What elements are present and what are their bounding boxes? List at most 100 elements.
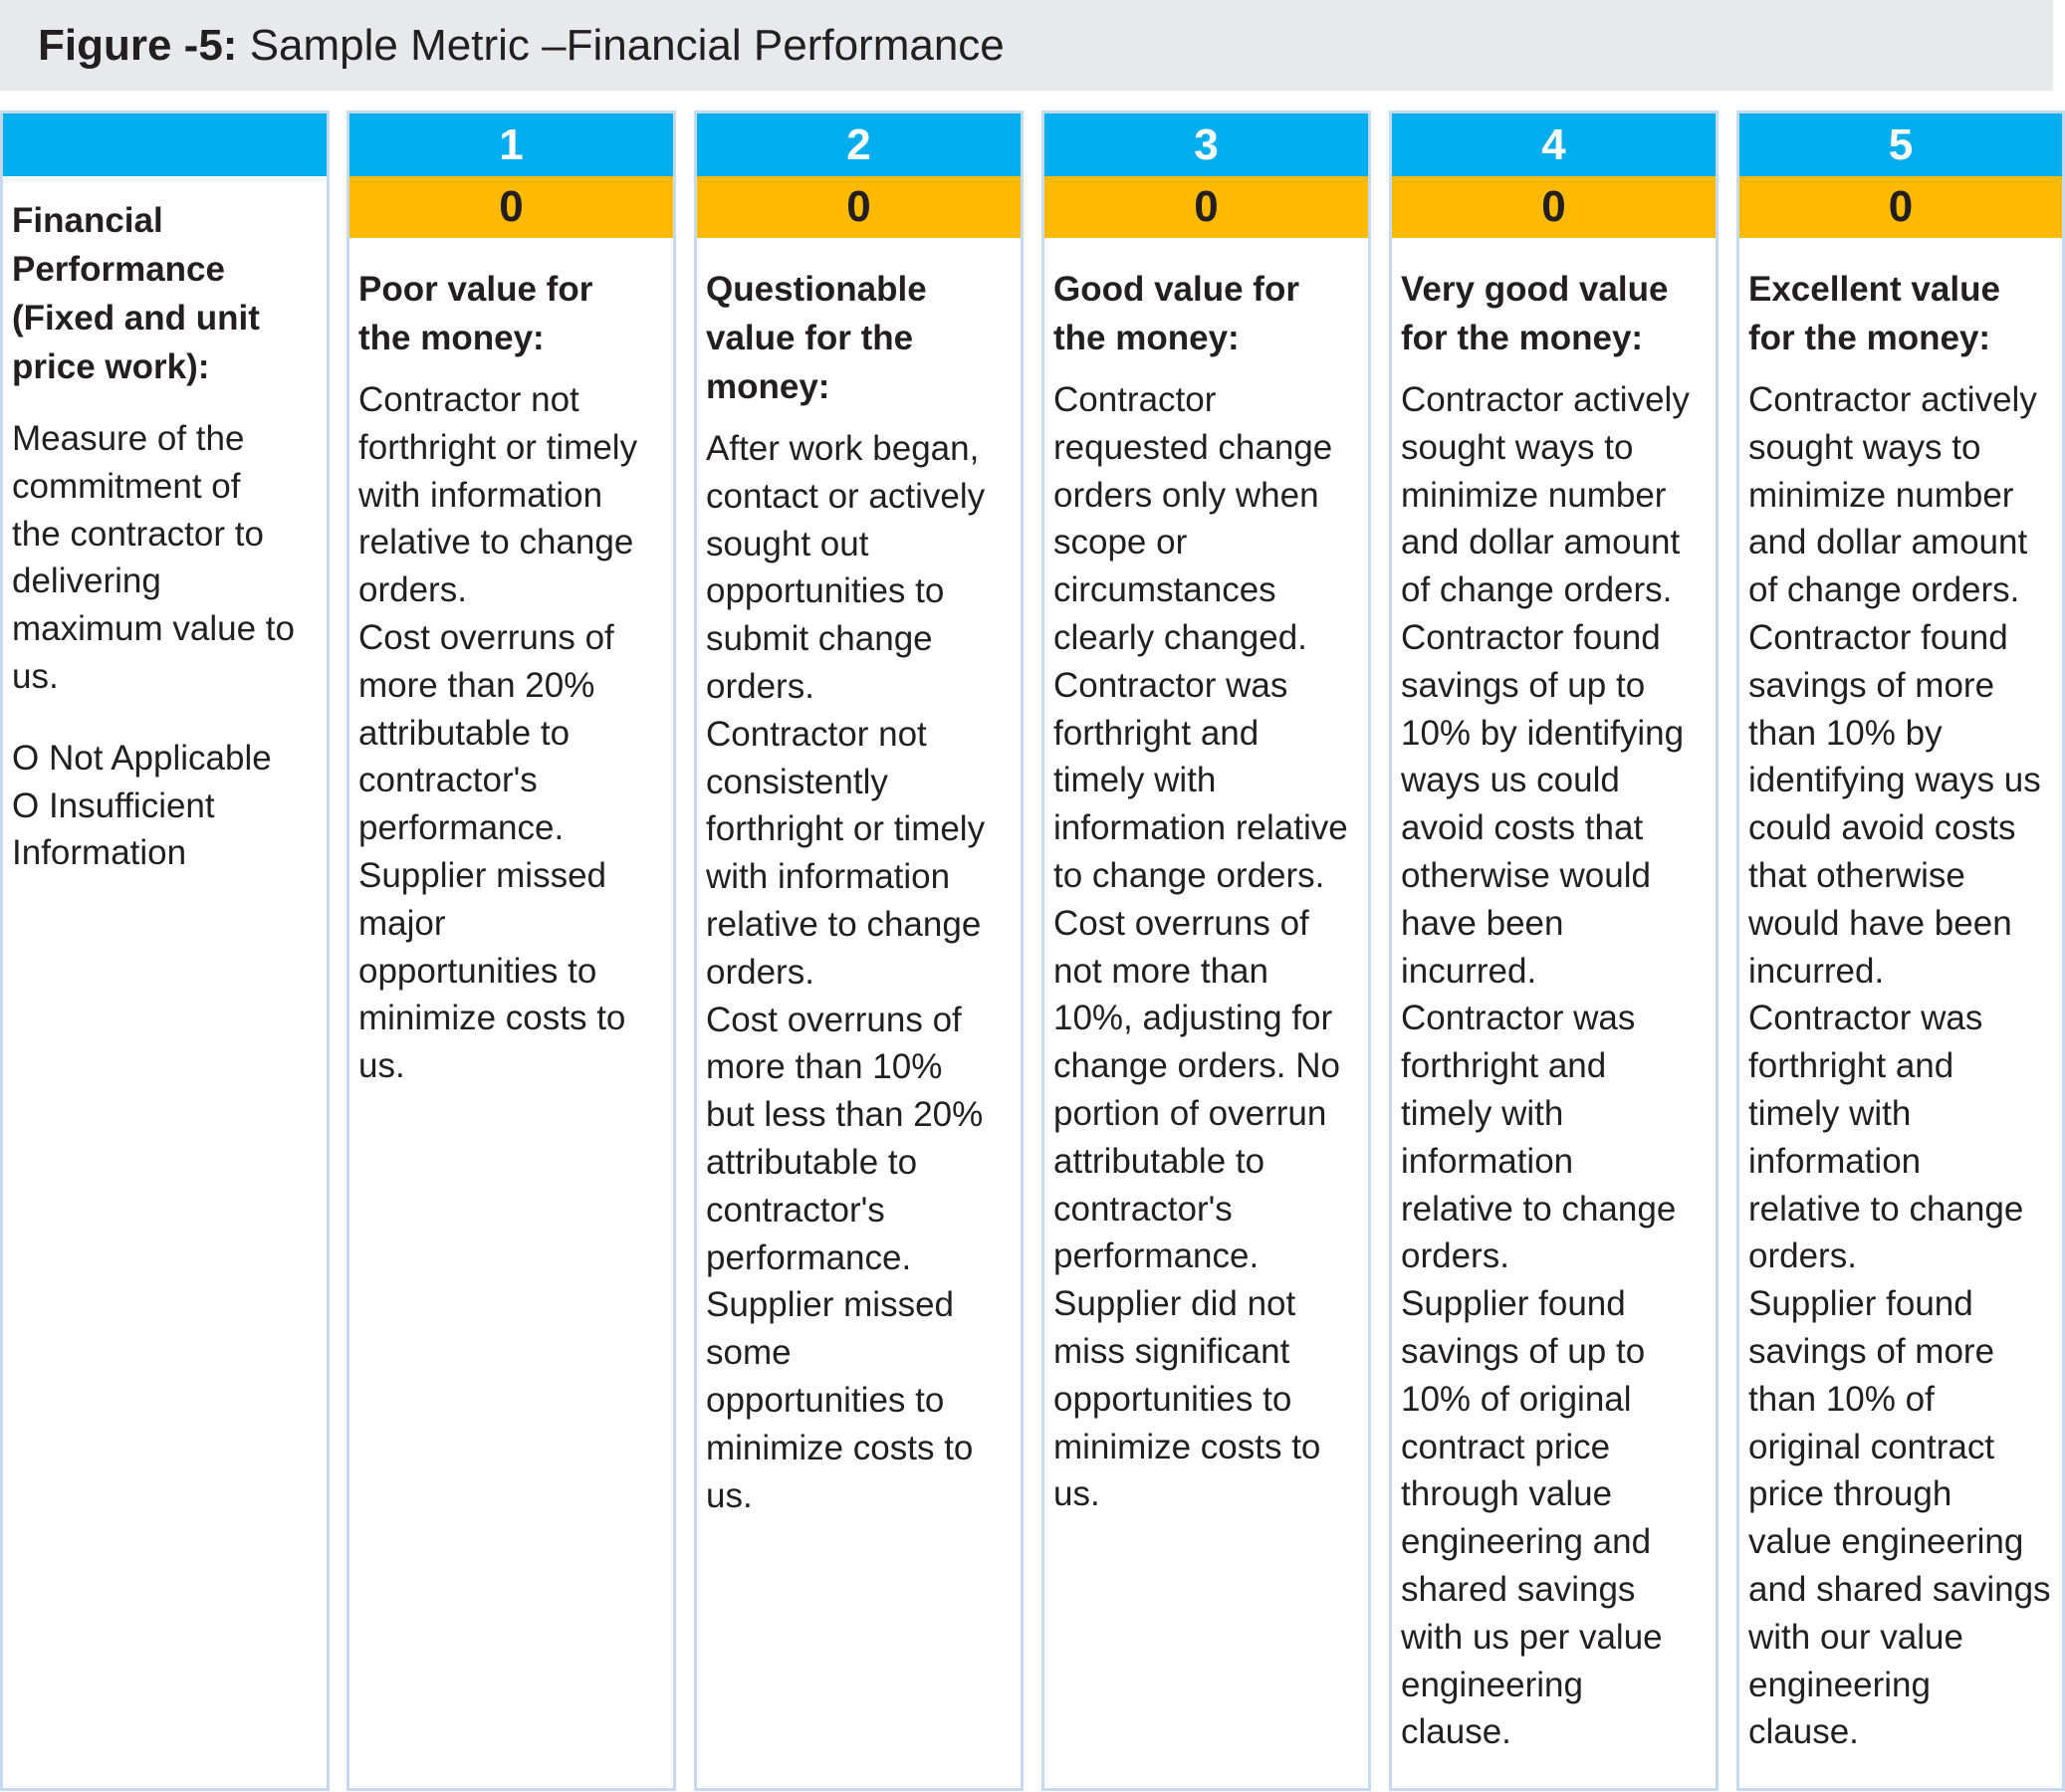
rating-description-line: contractor's xyxy=(358,761,538,800)
rating-description-line: Contractor was xyxy=(1748,999,1983,1038)
criterion-rating-band xyxy=(3,113,327,176)
rating-description-line: engineering xyxy=(1401,1665,1583,1704)
rating-description-line: portion of overrun xyxy=(1053,1093,1327,1133)
rating-description-line: Supplier missed xyxy=(358,855,606,895)
rating-description-line: us. xyxy=(358,1046,405,1086)
rating-description: Contractor actively sought ways to minimiz… xyxy=(1401,376,1708,1756)
rating-description-line: attributable to xyxy=(706,1142,918,1182)
rating-number: 5 xyxy=(1739,113,2062,176)
rating-description-line: orders. xyxy=(706,666,814,706)
rating-heading-line: Questionable xyxy=(706,270,927,309)
criterion-description-line: delivering xyxy=(12,561,161,601)
rating-description-line: minimize costs to xyxy=(358,999,626,1038)
rating-description-line: savings of more xyxy=(1748,1331,1995,1371)
criterion-heading-line: Performance xyxy=(12,250,225,289)
rating-description-line: 10% by identifying xyxy=(1401,713,1685,753)
rating-description-line: contractor's xyxy=(706,1190,885,1230)
rating-description-line: sought ways to xyxy=(1401,427,1634,467)
rating-description-line: incurred. xyxy=(1401,951,1537,991)
rating-description-line: ways us could xyxy=(1401,761,1620,800)
rating-column-4: 4 0 Very good value for the money: Contracto… xyxy=(1389,111,1719,1791)
rating-column-1: 1 0 Poor value for the money: Contractor not… xyxy=(346,111,676,1791)
rating-heading-line: Very good value xyxy=(1401,270,1669,309)
criterion-heading-line: price work): xyxy=(12,347,210,386)
rating-body: Questionable value for the money: After wor… xyxy=(697,238,1021,1519)
rating-heading-line: Excellent value xyxy=(1748,270,2000,309)
criterion-heading: Financial Performance (Fixed and unit pr… xyxy=(12,196,319,391)
rating-description-line: requested change xyxy=(1053,427,1333,467)
rating-description-line: opportunities to xyxy=(358,951,597,991)
rating-description-line: circumstances xyxy=(1053,570,1276,610)
rating-column-3: 3 0 Good value for the money: Contractor requ… xyxy=(1041,111,1371,1791)
rating-heading: Very good value for the money: xyxy=(1401,265,1708,362)
rating-description-line: Supplier found xyxy=(1401,1284,1626,1324)
rating-description-line: avoid costs that xyxy=(1401,808,1644,848)
rating-description-line: Contractor actively xyxy=(1401,380,1690,419)
rating-body: Excellent value for the money: Contractor … xyxy=(1739,238,2062,1756)
rating-description-line: scope or xyxy=(1053,523,1188,562)
criterion-body: Financial Performance (Fixed and unit pr… xyxy=(3,176,327,877)
rating-heading-line: money: xyxy=(706,367,830,406)
rating-heading-line: the money: xyxy=(358,319,545,357)
rating-description-line: After work began, xyxy=(706,429,980,468)
criterion-options: O Not Applicable O Insufficient Informat… xyxy=(12,735,319,877)
rating-description-line: orders. xyxy=(1401,1236,1509,1276)
rating-heading: Excellent value for the money: xyxy=(1748,265,2054,362)
rating-description-line: than 10% of xyxy=(1748,1379,1935,1419)
rating-description-line: forthright and xyxy=(1401,1046,1607,1086)
score-value: 0 xyxy=(1392,176,1716,238)
rating-description-line: more than 20% xyxy=(358,665,595,705)
rating-number: 4 xyxy=(1392,113,1716,176)
option-not-applicable[interactable]: O Not Applicable xyxy=(12,738,272,778)
rating-column-2: 2 0 Questionable value for the money: After w… xyxy=(694,111,1024,1791)
option-insufficient-information[interactable]: O Insufficient xyxy=(12,785,215,825)
rating-description-line: some xyxy=(706,1333,792,1373)
rating-description-line: Contractor xyxy=(1053,380,1217,419)
rating-number: 2 xyxy=(697,113,1021,176)
figure-caption: Sample Metric –Financial Performance xyxy=(249,20,1005,70)
rating-description-line: information relative xyxy=(1053,808,1348,848)
rating-description-line: Cost overruns of xyxy=(358,617,614,657)
rating-description-line: of change orders. xyxy=(1748,570,2020,610)
rating-description-line: price through xyxy=(1748,1474,1952,1514)
rating-body: Poor value for the money: Contractor not fo… xyxy=(349,238,673,1090)
criterion-description: Measure of the commitment of the contrac… xyxy=(12,415,319,701)
rating-description-line: savings of more xyxy=(1748,665,1995,705)
figure-header: Figure -5: Sample Metric –Financial Perf… xyxy=(0,0,2053,91)
rating-description: Contractor requested change orders only wh… xyxy=(1053,376,1360,1518)
rating-description-line: savings of up to xyxy=(1401,1331,1646,1371)
rating-description-line: sought out xyxy=(706,524,869,563)
rating-body: Very good value for the money: Contractor … xyxy=(1392,238,1716,1756)
rating-description-line: could avoid costs xyxy=(1748,808,2016,848)
figure-title: Figure -5: Sample Metric –Financial Perf… xyxy=(0,20,1005,70)
rating-description-line: Contractor not xyxy=(706,714,927,754)
rating-description-line: performance. xyxy=(358,808,565,848)
rating-description-line: but less than 20% xyxy=(706,1095,984,1135)
rating-description-line: would have been xyxy=(1748,903,2012,943)
rating-description-line: miss significant xyxy=(1053,1331,1290,1371)
rating-description: After work began, contact or actively soug… xyxy=(706,425,1013,1519)
rating-number: 1 xyxy=(349,113,673,176)
score-value: 0 xyxy=(1044,176,1368,238)
rating-description-line: savings of up to xyxy=(1401,665,1646,705)
score-value: 0 xyxy=(1739,176,2062,238)
rating-description-line: otherwise would xyxy=(1401,855,1651,895)
rating-description-line: timely with xyxy=(1401,1093,1564,1133)
rating-description-line: relative to change xyxy=(706,904,982,944)
rating-description-line: 10% of original xyxy=(1401,1379,1632,1419)
rating-description-line: orders only when xyxy=(1053,475,1319,515)
rating-description-line: sought ways to xyxy=(1748,427,1981,467)
rating-description-line: minimize costs to xyxy=(706,1428,974,1467)
rating-heading-line: value for the xyxy=(706,319,914,357)
rating-description-line: forthright and xyxy=(1053,713,1260,753)
rating-description-line: engineering xyxy=(1748,1665,1931,1704)
rating-description-line: Contractor actively xyxy=(1748,380,2037,419)
rating-description-line: major xyxy=(358,903,446,943)
rating-heading: Good value for the money: xyxy=(1053,265,1360,362)
rating-description-line: opportunities to xyxy=(706,1380,945,1420)
rating-heading-line: Poor value for xyxy=(358,270,593,309)
rating-description-line: to change orders. xyxy=(1053,855,1325,895)
rating-heading-line: for the money: xyxy=(1401,319,1644,357)
rating-description: Contractor actively sought ways to minimiz… xyxy=(1748,376,2054,1756)
rating-body: Good value for the money: Contractor reques… xyxy=(1044,238,1368,1518)
